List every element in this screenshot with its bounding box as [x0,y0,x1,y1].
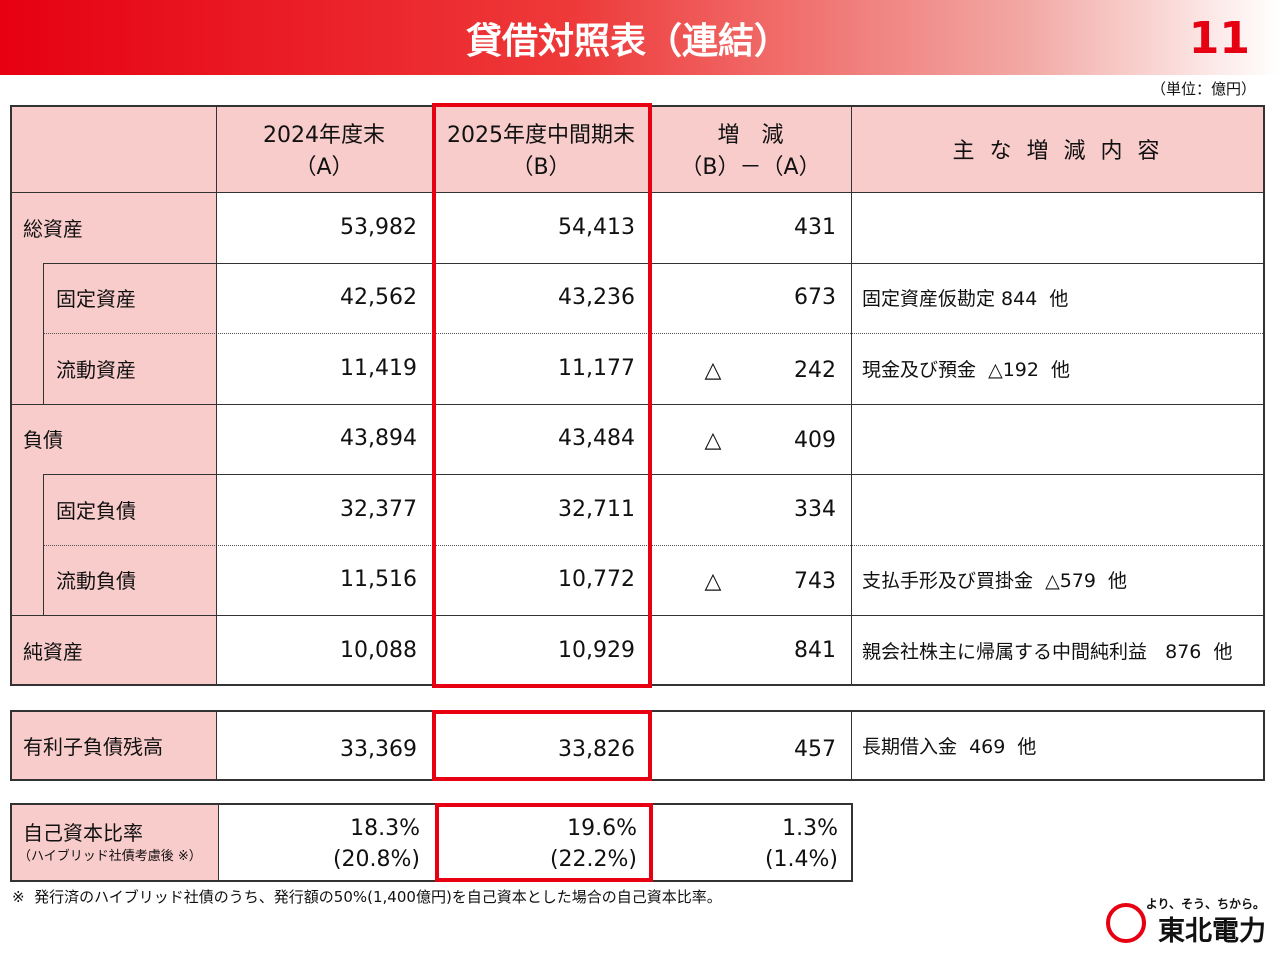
logo-name: 東北電力 [1158,915,1266,947]
logo-mark [1106,903,1146,943]
value-a: 53,982 [340,214,417,240]
value-diff: (1.4%) [764,846,838,872]
value-diff: 841 [794,637,836,663]
value-b: (22.2%) [549,846,637,872]
value-b: 10,772 [558,567,635,593]
col-line [218,803,219,882]
label-bg [10,192,216,686]
row-label: 有利子負債残高 [23,735,163,759]
diff-sign: △ [704,428,722,454]
row-line [10,192,1265,193]
value-diff: 743 [794,569,836,595]
row-label: 固定資産 [56,287,136,312]
header-cell: 2024年度末 [263,122,385,148]
value-a: 32,377 [340,496,417,522]
row-line [43,333,1265,334]
value-b: 43,236 [558,285,635,311]
value-diff: 673 [794,285,836,311]
row-line [10,403,1265,405]
value-a: 33,369 [340,737,417,762]
row-line [43,474,1265,475]
value-b: 19.6% [567,815,637,841]
header-bg [10,105,1265,192]
value-a: 43,894 [340,426,417,452]
page-number: 11 [1188,12,1250,64]
indent-line [43,474,44,545]
row-label: 純資産 [23,639,83,664]
value-a: 11,516 [340,567,417,593]
footnote: ※ 発行済のハイブリッド社債のうち、発行額の50%(1,400億円)を自己資本と… [12,887,722,906]
highlight [435,803,653,882]
table-border [10,803,853,882]
value-a: 10,088 [340,637,417,663]
title-bar [0,0,1280,75]
row-label: 流動資産 [56,357,136,382]
value-diff: 334 [794,496,836,522]
row-label: 固定負債 [56,498,136,523]
value-a: 18.3% [350,815,420,841]
note: 固定資産仮勘定 844 他 [862,288,1069,311]
col-line [851,105,852,686]
header-cell: （B）－（A） [680,154,821,180]
row-sublabel: （ハイブリッド社債考慮後 ※） [18,848,202,864]
row-label: 流動負債 [56,569,136,594]
note: 親会社株主に帰属する中間純利益 876 他 [862,640,1233,663]
value-diff: 1.3% [782,815,838,841]
note: 長期借入金 469 他 [862,736,1037,758]
col-line [216,710,217,781]
row-line [43,262,1265,264]
header-cell: 増 減 [717,122,784,148]
col-line [216,105,217,686]
logo-tagline: より、そう、ちから。 [1145,896,1265,911]
value-b: 32,711 [558,496,635,522]
highlight [432,710,652,781]
value-a: 11,419 [340,355,417,381]
label-bg [10,710,216,781]
indent-line [43,544,44,615]
indent-line [43,333,44,404]
row-label: 自己資本比率 [23,820,143,845]
row-line [43,544,1265,546]
highlight [432,103,652,688]
note: 現金及び預金 △192 他 [862,358,1071,381]
value-b: 33,826 [558,737,635,762]
header-cell: 2025年度中間期末 [447,122,635,148]
title: 貸借対照表（連結） [465,20,790,62]
value-diff: 431 [794,214,836,240]
row-label: 負債 [23,428,63,453]
value-diff: 242 [794,357,836,383]
indent-line [43,262,44,333]
value-diff: 409 [794,428,836,454]
value-b: 54,413 [558,214,635,240]
value-b: 43,484 [558,426,635,452]
row-label: 総資産 [23,216,83,241]
header-cell: （A） [294,154,354,180]
value-diff: 457 [794,737,836,762]
value-a: (20.8%) [332,846,420,872]
value-b: 10,929 [558,637,635,663]
row-line [10,615,1265,616]
col-line [851,710,852,781]
header-cell: 主 な 増 減 内 容 [952,138,1164,164]
header-cell: （B） [511,154,571,180]
diff-sign: △ [704,569,722,595]
value-b: 11,177 [558,355,635,381]
diff-sign: △ [704,357,722,383]
label-bg [10,803,218,882]
value-a: 42,562 [340,285,417,311]
note: 支払手形及び買掛金 △579 他 [862,570,1128,593]
unit: （単位：億円） [1150,79,1256,98]
